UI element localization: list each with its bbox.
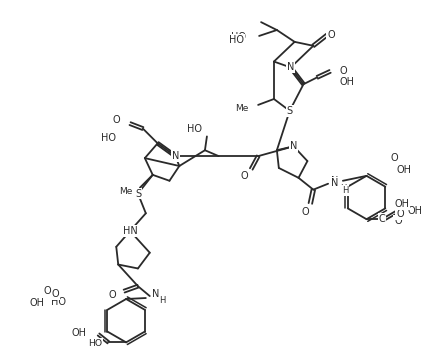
Text: HO: HO (101, 133, 116, 144)
Text: HN: HN (123, 226, 137, 236)
Text: O: O (301, 207, 309, 217)
Text: O: O (391, 153, 398, 163)
Text: O: O (113, 115, 120, 125)
Text: C: C (379, 214, 386, 224)
Text: N: N (290, 141, 297, 151)
Text: OH: OH (340, 77, 355, 87)
Text: HO: HO (187, 124, 202, 133)
Text: O: O (240, 171, 248, 181)
Text: O: O (44, 286, 51, 296)
Text: OH: OH (394, 199, 410, 210)
Text: N: N (172, 151, 179, 161)
Text: OH: OH (396, 165, 411, 175)
Text: O: O (89, 340, 97, 350)
Text: N: N (287, 62, 294, 72)
Text: OH: OH (408, 206, 423, 216)
Text: H: H (340, 184, 346, 193)
Text: H: H (342, 186, 348, 195)
Text: N: N (152, 289, 159, 299)
Text: Me: Me (235, 104, 248, 113)
Text: OH: OH (72, 327, 86, 338)
Text: S: S (287, 106, 293, 116)
Text: O: O (327, 30, 335, 40)
Text: HO: HO (232, 32, 246, 42)
Text: HO: HO (229, 35, 244, 45)
Text: O: O (394, 216, 402, 226)
Text: H: H (159, 297, 166, 305)
Text: Me: Me (119, 187, 132, 196)
Text: O: O (340, 66, 348, 77)
Text: O: O (396, 209, 404, 219)
Text: O: O (51, 289, 59, 299)
Text: O: O (109, 290, 116, 300)
Text: HO: HO (51, 297, 66, 307)
Text: OH: OH (29, 298, 45, 308)
Text: N: N (331, 176, 339, 186)
Text: S: S (135, 188, 141, 199)
Text: HO: HO (88, 339, 103, 348)
Text: N: N (331, 178, 339, 188)
